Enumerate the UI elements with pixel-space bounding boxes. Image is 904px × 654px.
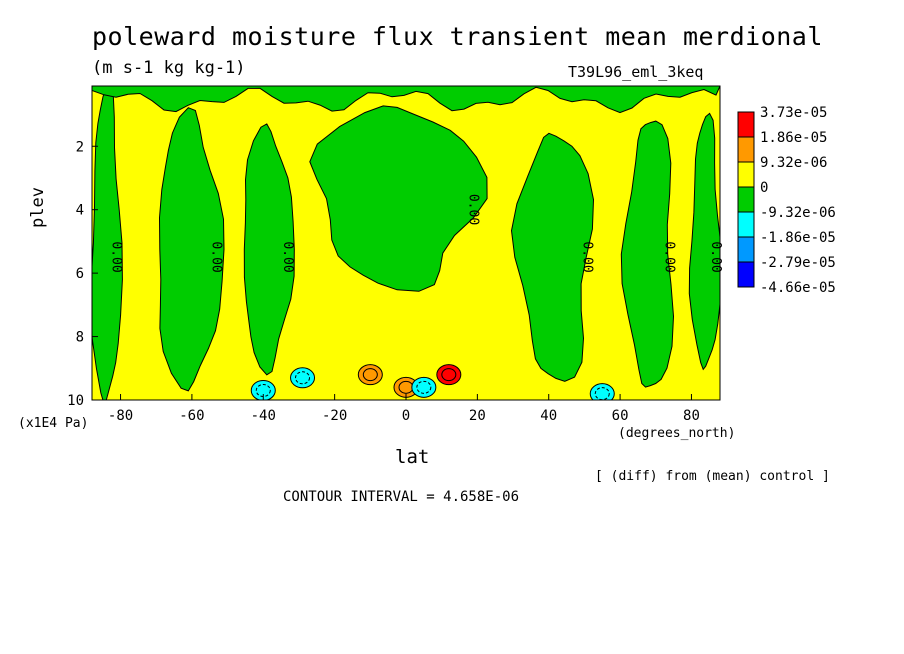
- contour-interval: CONTOUR INTERVAL = 4.658E-06: [283, 489, 520, 505]
- legend-label: 1.86e-05: [760, 130, 827, 146]
- extreme-cell: [436, 364, 462, 386]
- plot-field: [92, 86, 720, 400]
- negative-region: [92, 86, 123, 400]
- negative-region: [309, 105, 488, 292]
- legend-swatch: [737, 261, 755, 288]
- negative-region: [92, 86, 720, 114]
- contour-label: 0.00: [280, 241, 295, 272]
- extreme-cell: [411, 376, 437, 398]
- y-tick-label: 4: [76, 203, 84, 219]
- extreme-contour: [362, 368, 378, 382]
- legend-swatch: [737, 111, 755, 138]
- y-tick-label: 6: [76, 266, 84, 282]
- x-tick-label: 0: [402, 408, 410, 424]
- x-tick-label: 20: [469, 408, 486, 424]
- x-tick-label: -40: [251, 408, 276, 424]
- extreme-cell: [589, 383, 615, 400]
- legend-label: -9.32e-06: [760, 205, 836, 221]
- legend-swatch: [737, 161, 755, 188]
- negative-region: [158, 107, 225, 392]
- y-tick-label: 10: [67, 393, 84, 409]
- contour-label: 0.00: [465, 194, 480, 225]
- extreme-cell: [250, 379, 276, 400]
- y-tick-label: 2: [76, 139, 84, 155]
- extreme-cell: [357, 364, 383, 386]
- chart-units: (m s-1 kg kg-1): [92, 58, 246, 78]
- x-tick-label: -80: [108, 408, 133, 424]
- x-tick-label: -20: [322, 408, 347, 424]
- legend-swatch: [737, 136, 755, 163]
- contour-label: 0.00: [109, 241, 124, 272]
- extreme-contour: [416, 380, 432, 394]
- extreme-contour: [441, 368, 457, 382]
- y-axis-label: plev: [28, 187, 48, 228]
- legend-label: 9.32e-06: [760, 155, 827, 171]
- x-axis-label: lat: [395, 446, 430, 468]
- difference-note: [ (diff) from (mean) control ]: [595, 469, 830, 484]
- x-tick-label: 80: [683, 408, 700, 424]
- chart-title: poleward moisture flux transient mean me…: [92, 22, 823, 51]
- legend-label: -1.86e-05: [760, 230, 836, 246]
- legend-label: 3.73e-05: [760, 105, 827, 121]
- extreme-cell: [290, 367, 316, 389]
- experiment-name: T39L96_eml_3keq: [568, 63, 704, 81]
- legend-swatch: [737, 236, 755, 263]
- x-tick-label: 40: [540, 408, 557, 424]
- contour-label: 0.00: [208, 241, 223, 272]
- x-tick-label: 60: [612, 408, 629, 424]
- contour-label: 0.00: [708, 241, 723, 272]
- negative-region: [243, 123, 295, 376]
- contour-label: 0.00: [580, 241, 595, 272]
- x-tick-label: -60: [179, 408, 204, 424]
- legend-swatch: [737, 186, 755, 213]
- negative-region: [510, 132, 595, 382]
- legend-label: -4.66e-05: [760, 280, 836, 296]
- y-tick-label: 8: [76, 330, 84, 346]
- negative-region: [688, 112, 720, 371]
- negative-region: [620, 120, 675, 388]
- legend-swatch: [737, 211, 755, 238]
- contour-label: 0.00: [662, 241, 677, 272]
- y-axis-units: (x1E4 Pa): [18, 416, 89, 431]
- x-axis-units: (degrees_north): [618, 426, 736, 441]
- extreme-contour: [295, 371, 311, 385]
- legend-label: -2.79e-05: [760, 255, 836, 271]
- legend-label: 0: [760, 180, 768, 196]
